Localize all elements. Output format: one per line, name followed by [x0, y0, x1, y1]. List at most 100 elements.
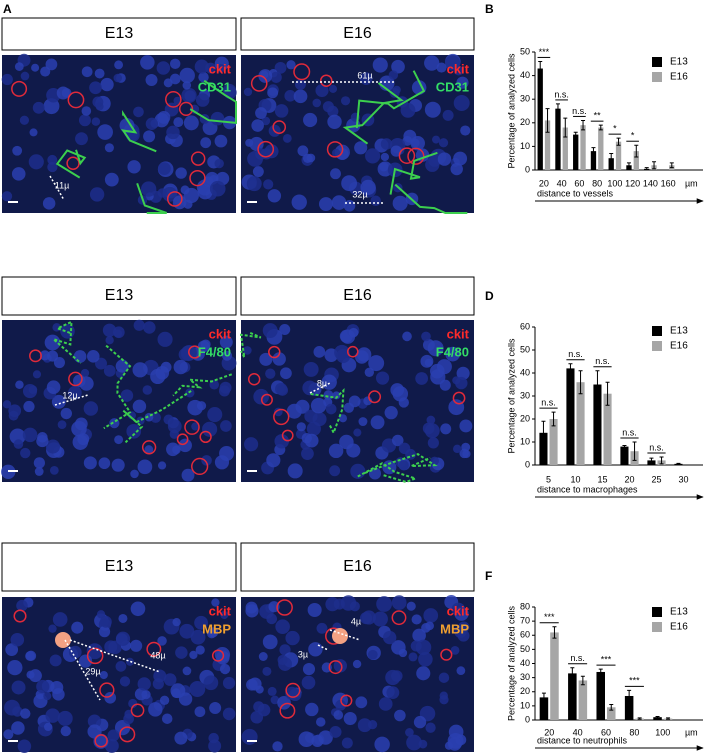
- header-box: [1, 17, 237, 51]
- nucleus: [23, 400, 35, 413]
- nucleus: [274, 104, 289, 118]
- nucleus: [298, 731, 315, 748]
- nucleus: [278, 657, 292, 671]
- ckit-cell: [272, 120, 287, 134]
- nucleus: [303, 361, 319, 377]
- significance-label: ***: [539, 47, 550, 57]
- nucleus: [246, 678, 258, 691]
- nucleus: [220, 610, 229, 620]
- nucleus: [412, 628, 426, 643]
- image-header: E13: [105, 287, 134, 304]
- x-tick-label: 120: [625, 178, 640, 188]
- ckit-cell: [99, 682, 115, 698]
- nucleus: [44, 722, 53, 732]
- y-axis-label: Percentage of analyzed cells: [506, 338, 516, 454]
- nucleus: [430, 456, 439, 466]
- nucleus: [279, 644, 291, 656]
- ckit-cell: [279, 702, 296, 719]
- nucleus: [241, 728, 258, 745]
- nucleus: [222, 676, 236, 690]
- ckit-cell: [293, 63, 311, 81]
- nucleus: [453, 151, 468, 166]
- ckit-cell: [340, 694, 353, 707]
- nucleus: [169, 429, 179, 439]
- nucleus: [140, 55, 155, 70]
- nucleus: [71, 621, 84, 634]
- image-header: E13: [105, 25, 134, 42]
- nucleus: [437, 152, 452, 166]
- nucleus: [250, 710, 264, 724]
- x-tick-label: 40: [557, 178, 567, 188]
- nucleus: [424, 101, 441, 118]
- bar: [537, 68, 543, 170]
- y-tick-label: 50: [520, 46, 530, 56]
- legend-label: E16: [670, 622, 688, 633]
- nucleus: [426, 415, 436, 425]
- nucleus: [456, 366, 470, 380]
- nucleus: [202, 421, 218, 437]
- bar: [590, 151, 597, 170]
- nucleus: [280, 367, 292, 380]
- nucleus: [447, 737, 462, 751]
- y-axis-label: Percentage of analyzed cells: [506, 53, 516, 169]
- nucleus: [359, 611, 373, 625]
- x-tick-label: 80: [592, 178, 602, 188]
- nucleus: [46, 350, 59, 362]
- nucleus: [245, 604, 259, 618]
- nucleus: [285, 630, 300, 646]
- y-tick-label: 10: [520, 436, 530, 446]
- nucleus: [406, 734, 422, 751]
- header-box: [240, 542, 475, 592]
- error-bar: [551, 411, 556, 427]
- error-bar: [605, 381, 610, 406]
- ckit-cell: [260, 393, 273, 406]
- nucleus: [442, 109, 454, 121]
- nucleus: [50, 680, 64, 695]
- significance-label: *: [631, 131, 635, 141]
- error-bar: [563, 117, 568, 138]
- error-bar: [652, 161, 657, 170]
- bar: [624, 695, 634, 720]
- nucleus: [104, 172, 119, 187]
- nucleus: [425, 157, 440, 172]
- vessel-stain: [121, 109, 157, 153]
- bar: [562, 127, 568, 170]
- nucleus: [15, 380, 24, 389]
- nucleus: [11, 680, 26, 695]
- nucleus: [394, 709, 406, 722]
- nucleus: [354, 141, 368, 155]
- nucleus: [210, 111, 225, 126]
- nucleus: [103, 364, 116, 377]
- nucleus: [450, 162, 463, 176]
- nucleus: [253, 388, 269, 405]
- vessel-stain: [172, 373, 233, 397]
- nucleus: [425, 722, 436, 733]
- header-box: [240, 276, 475, 316]
- x-tick-label: 100: [607, 178, 622, 188]
- y-tick-label: 30: [520, 672, 530, 682]
- significance-label: n.s.: [622, 427, 637, 437]
- ckit-cell: [11, 80, 28, 97]
- nucleus: [96, 610, 106, 619]
- nucleus: [330, 168, 341, 180]
- nucleus: [189, 681, 206, 698]
- error-bar: [598, 124, 603, 131]
- ckit-cell: [211, 649, 225, 662]
- nucleus: [181, 87, 197, 104]
- nucleus: [370, 415, 385, 430]
- nucleus: [357, 718, 372, 733]
- nucleus: [78, 114, 91, 127]
- nucleus: [286, 60, 296, 70]
- nucleus: [302, 380, 318, 396]
- error-bar: [676, 462, 681, 465]
- error-bar: [591, 147, 596, 156]
- nucleus: [270, 71, 282, 83]
- nucleus: [293, 89, 308, 104]
- y-tick-label: 40: [520, 367, 530, 377]
- nucleus: [125, 657, 134, 666]
- legend-label: E13: [670, 57, 688, 68]
- y-tick-label: 20: [520, 413, 530, 423]
- nucleus: [218, 385, 230, 397]
- x-tick-label: 30: [678, 474, 688, 484]
- nucleus: [297, 145, 309, 157]
